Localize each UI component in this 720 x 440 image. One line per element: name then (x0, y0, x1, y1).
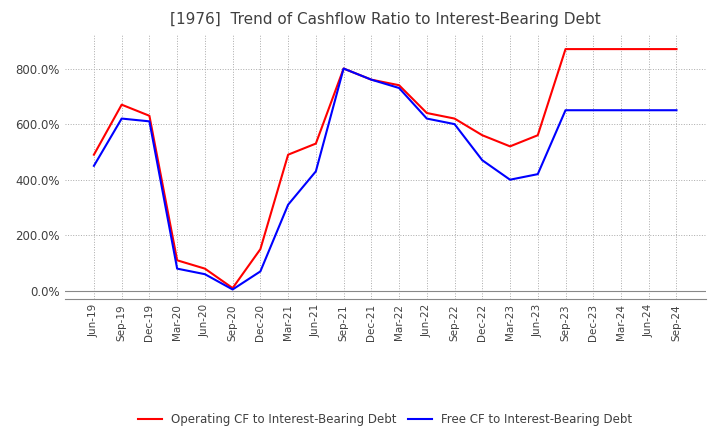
Operating CF to Interest-Bearing Debt (644, 47, 653, 52)
Free CF to Interest-Bearing Debt (228, 287, 237, 292)
Operating CF to Interest-Bearing Debt (672, 47, 681, 52)
Operating CF to Interest-Bearing Debt (173, 258, 181, 263)
Operating CF to Interest-Bearing Debt (423, 110, 431, 116)
Operating CF to Interest-Bearing Debt (534, 132, 542, 138)
Free CF to Interest-Bearing Debt (256, 269, 265, 274)
Free CF to Interest-Bearing Debt (117, 116, 126, 121)
Operating CF to Interest-Bearing Debt (367, 77, 376, 82)
Free CF to Interest-Bearing Debt (395, 85, 403, 91)
Free CF to Interest-Bearing Debt (201, 271, 210, 277)
Free CF to Interest-Bearing Debt (534, 172, 542, 177)
Line: Operating CF to Interest-Bearing Debt: Operating CF to Interest-Bearing Debt (94, 49, 677, 288)
Operating CF to Interest-Bearing Debt (117, 102, 126, 107)
Operating CF to Interest-Bearing Debt (339, 66, 348, 71)
Free CF to Interest-Bearing Debt (478, 158, 487, 163)
Free CF to Interest-Bearing Debt (450, 121, 459, 127)
Legend: Operating CF to Interest-Bearing Debt, Free CF to Interest-Bearing Debt: Operating CF to Interest-Bearing Debt, F… (133, 408, 637, 431)
Free CF to Interest-Bearing Debt (589, 108, 598, 113)
Operating CF to Interest-Bearing Debt (201, 266, 210, 271)
Free CF to Interest-Bearing Debt (505, 177, 514, 182)
Operating CF to Interest-Bearing Debt (450, 116, 459, 121)
Operating CF to Interest-Bearing Debt (284, 152, 292, 158)
Free CF to Interest-Bearing Debt (616, 108, 625, 113)
Title: [1976]  Trend of Cashflow Ratio to Interest-Bearing Debt: [1976] Trend of Cashflow Ratio to Intere… (170, 12, 600, 27)
Operating CF to Interest-Bearing Debt (505, 144, 514, 149)
Operating CF to Interest-Bearing Debt (228, 286, 237, 291)
Operating CF to Interest-Bearing Debt (561, 47, 570, 52)
Operating CF to Interest-Bearing Debt (256, 246, 265, 252)
Operating CF to Interest-Bearing Debt (145, 113, 154, 118)
Free CF to Interest-Bearing Debt (644, 108, 653, 113)
Operating CF to Interest-Bearing Debt (395, 83, 403, 88)
Free CF to Interest-Bearing Debt (173, 266, 181, 271)
Free CF to Interest-Bearing Debt (89, 163, 98, 169)
Free CF to Interest-Bearing Debt (561, 108, 570, 113)
Free CF to Interest-Bearing Debt (284, 202, 292, 207)
Operating CF to Interest-Bearing Debt (89, 152, 98, 158)
Operating CF to Interest-Bearing Debt (616, 47, 625, 52)
Free CF to Interest-Bearing Debt (672, 108, 681, 113)
Operating CF to Interest-Bearing Debt (312, 141, 320, 146)
Free CF to Interest-Bearing Debt (312, 169, 320, 174)
Free CF to Interest-Bearing Debt (423, 116, 431, 121)
Free CF to Interest-Bearing Debt (145, 119, 154, 124)
Operating CF to Interest-Bearing Debt (478, 132, 487, 138)
Operating CF to Interest-Bearing Debt (589, 47, 598, 52)
Free CF to Interest-Bearing Debt (367, 77, 376, 82)
Line: Free CF to Interest-Bearing Debt: Free CF to Interest-Bearing Debt (94, 69, 677, 290)
Free CF to Interest-Bearing Debt (339, 66, 348, 71)
